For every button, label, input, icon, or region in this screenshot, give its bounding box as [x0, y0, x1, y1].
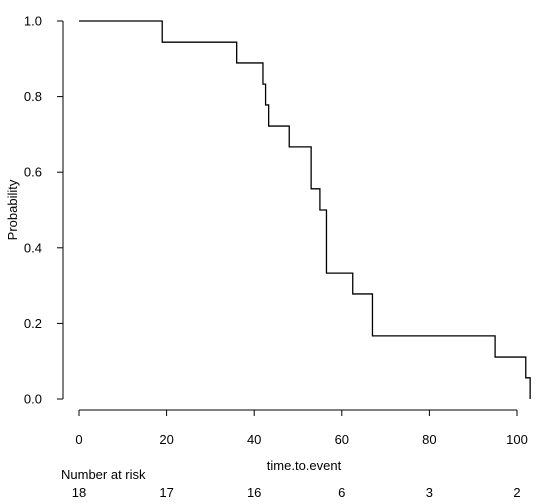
- y-tick-label-2: 0.4: [24, 240, 42, 255]
- risk-count-2: 16: [247, 485, 261, 500]
- x-tick-label-3: 60: [335, 432, 349, 447]
- y-tick-label-1: 0.2: [24, 316, 42, 331]
- y-axis: 0.0 0.2 0.4 0.6 0.8 1.0 Probability: [5, 14, 64, 407]
- survival-curve: [79, 20, 531, 399]
- survival-step-line: [79, 20, 531, 399]
- x-tick-label-1: 20: [159, 432, 173, 447]
- risk-count-1: 17: [159, 485, 173, 500]
- x-axis: 0 20 40 60 80 100 time.to.event: [75, 409, 528, 473]
- y-tick-label-3: 0.6: [24, 165, 42, 180]
- risk-count-3: 6: [338, 485, 345, 500]
- y-tick-label-0: 0.0: [24, 392, 42, 407]
- x-tick-label-2: 40: [247, 432, 261, 447]
- y-tick-label-5: 1.0: [24, 14, 42, 29]
- x-tick-label-4: 80: [422, 432, 436, 447]
- risk-count-4: 3: [426, 485, 433, 500]
- risk-table-label: Number at risk: [61, 467, 146, 482]
- x-tick-label-5: 100: [506, 432, 528, 447]
- x-axis-label: time.to.event: [267, 458, 342, 473]
- risk-table: Number at risk 18 17 16 6 3 2: [61, 467, 521, 500]
- risk-count-0: 18: [72, 485, 86, 500]
- y-tick-label-4: 0.8: [24, 89, 42, 104]
- risk-count-5: 2: [513, 485, 520, 500]
- x-tick-label-0: 0: [75, 432, 82, 447]
- y-axis-label: Probability: [5, 179, 20, 240]
